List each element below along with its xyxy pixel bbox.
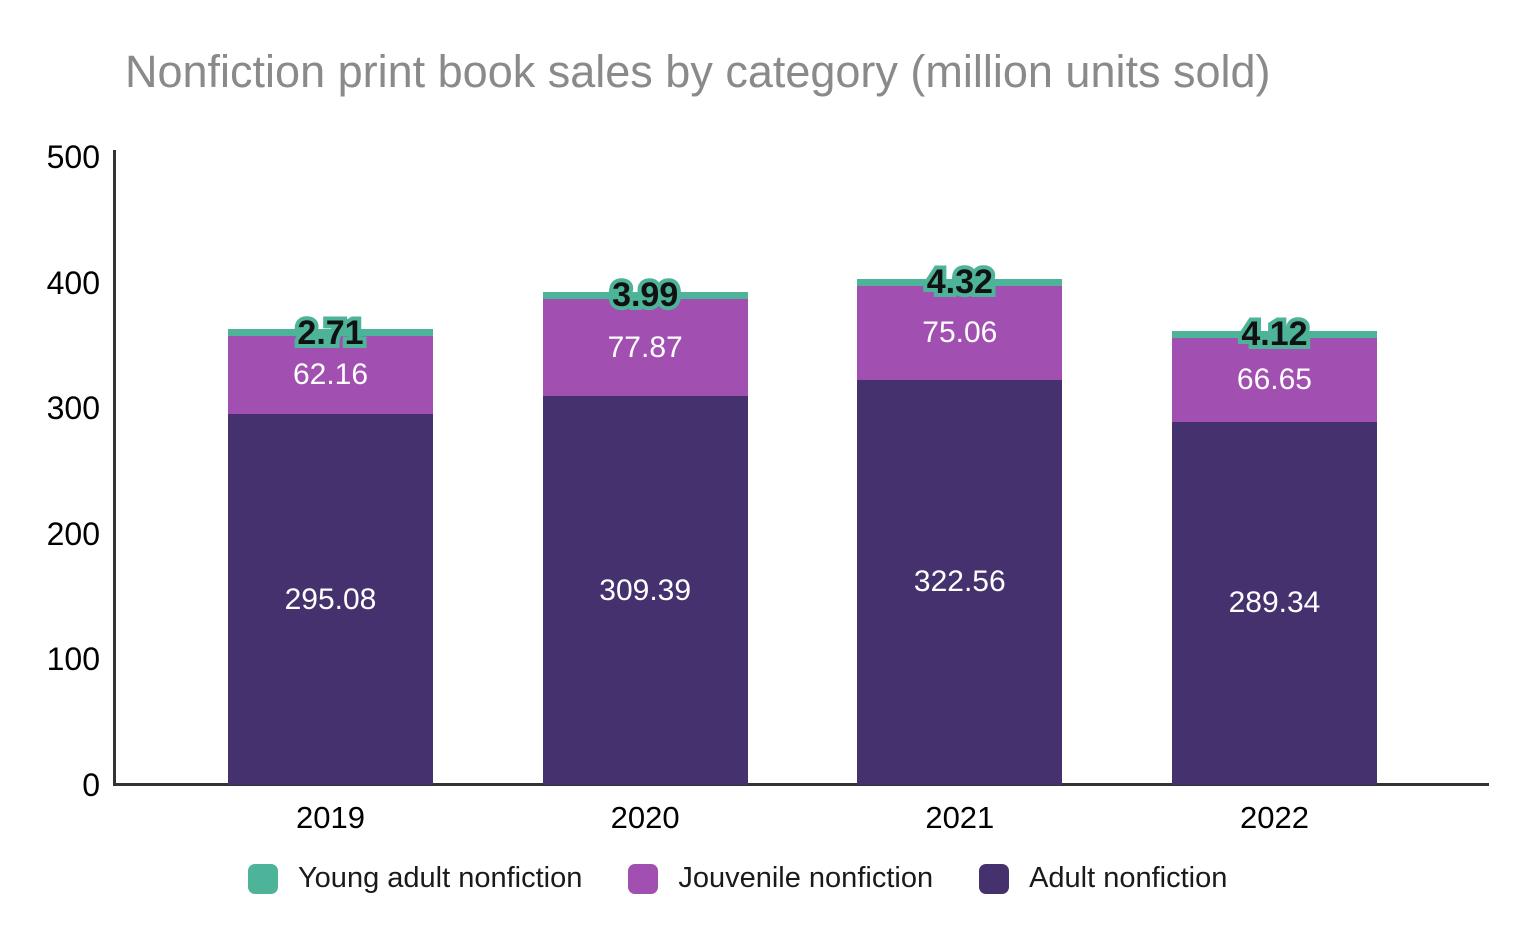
y-tick-label: 0 [82,767,100,803]
y-tick-label: 400 [46,264,100,301]
bar-value-label-outlined: 4.32 4.32 [923,259,997,305]
legend-swatch [628,863,659,894]
bar-value-label: 66.65 [1236,362,1312,396]
bar-segment-adult-nonfiction-2019 [228,414,433,785]
bar-value-label-outlined: 2.71 2.71 [293,310,367,356]
legend-swatch [979,863,1010,894]
x-axis-label: 2019 [296,800,365,835]
bar-value-label: 289.34 [1228,586,1321,620]
bar-segment-jouvenile-nonfiction-2022 [1171,337,1377,422]
bar-value-label: 295.08 [284,582,377,616]
x-axis-line [113,783,1489,786]
chart-title: Nonfiction print book sales by category … [125,46,1271,97]
legend-item: Young adult nonfiction [248,862,582,895]
bar-segment-young-adult-nonfiction-2022 [1171,330,1377,338]
legend-label: Young adult nonfiction [298,862,583,894]
bar-value-label: 62.16 [292,358,369,392]
bar-segment-jouvenile-nonfiction-2021 [857,285,1063,380]
bar-value-label: 75.06 [922,315,998,349]
bar-value-label: 309.39 [599,573,692,607]
bar-segment-young-adult-nonfiction-2020 [542,291,748,299]
legend-item: Jouvenile nonfiction [628,862,933,895]
x-axis-label: 2021 [925,800,995,835]
bar-value-label-outlined: 4.12 4.12 [1237,311,1311,357]
bar-segment-young-adult-nonfiction-2019 [228,329,433,337]
legend-label: Jouvenile nonfiction [678,862,934,894]
x-axis-label: 2020 [610,800,680,835]
y-axis-line [113,150,116,786]
bar-segment-jouvenile-nonfiction-2020 [542,298,748,397]
bar-segment-young-adult-nonfiction-2021 [857,278,1063,286]
y-tick-label: 500 [46,139,100,175]
legend-label: Adult nonfiction [1029,862,1228,894]
bar-segment-adult-nonfiction-2020 [542,396,748,785]
bar-value-label-outlined: 3.99 3.99 [608,272,682,318]
bar-value-label: 77.87 [607,330,683,364]
y-tick-label: 100 [46,641,100,678]
y-tick-label: 300 [46,390,100,427]
y-tick-label: 200 [46,515,100,552]
legend-swatch [248,863,278,894]
bar-segment-adult-nonfiction-2021 [857,379,1063,785]
bar-segment-adult-nonfiction-2022 [1171,421,1377,785]
legend-item: Adult nonfiction [979,862,1227,895]
bar-segment-jouvenile-nonfiction-2019 [228,336,433,415]
x-axis-label: 2022 [1239,800,1309,835]
bar-value-label: 322.56 [913,565,1006,599]
legend: Young adult nonfiction Jouvenile nonficti… [248,862,1227,895]
